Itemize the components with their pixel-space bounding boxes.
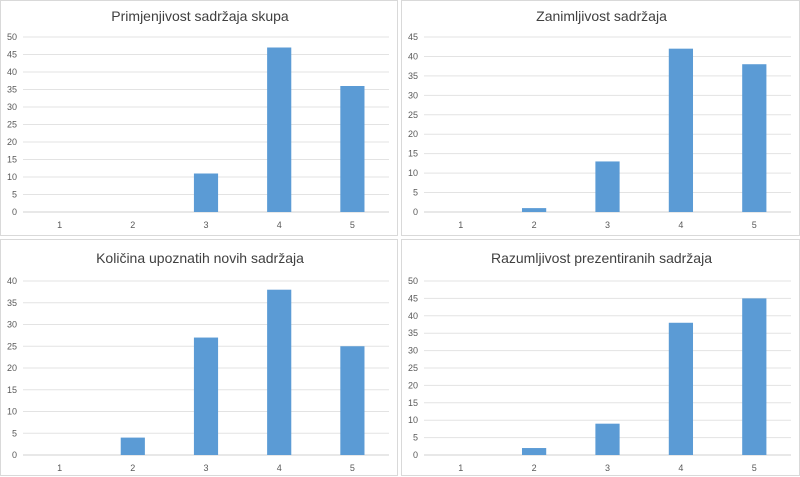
y-tick-label: 20 — [408, 380, 418, 390]
y-tick-label: 30 — [408, 346, 418, 356]
bar-4 — [267, 289, 292, 455]
x-tick-label: 5 — [752, 220, 757, 230]
x-tick-label: 2 — [130, 220, 135, 230]
chart-panel-bottom-right: 0 5 10 15 20 25 30 35 40 45 50 1 2 3 4 5 Razumljivost pr… — [401, 239, 800, 476]
chart-title: Razumljivost prezentiranih sadržaja — [491, 250, 712, 266]
bar-2 — [521, 208, 547, 212]
x-tick-label: 2 — [130, 463, 135, 473]
y-tick-label: 30 — [7, 320, 17, 330]
x-tick-label: 3 — [203, 463, 208, 473]
x-tick-label: 4 — [678, 220, 683, 230]
bar-5 — [742, 298, 767, 455]
y-tick-label: 25 — [7, 120, 17, 130]
y-tick-label: 10 — [7, 407, 17, 417]
y-tick-label: 5 — [12, 190, 17, 200]
bar-3 — [595, 423, 620, 455]
y-tick-label: 35 — [408, 71, 418, 81]
x-tick-label: 1 — [57, 463, 62, 473]
y-tick-label: 30 — [7, 102, 17, 112]
y-tick-label: 45 — [408, 293, 418, 303]
y-tick-label: 0 — [413, 450, 418, 460]
y-tick-label: 50 — [7, 32, 17, 42]
x-tick-label: 4 — [678, 463, 683, 473]
bar-2 — [120, 437, 145, 455]
y-tick-label: 5 — [413, 188, 418, 198]
chart-title: Količina upoznatih novih sadržaja — [96, 250, 304, 266]
bar-3 — [193, 337, 219, 455]
y-tick-label: 45 — [408, 32, 418, 42]
y-tick-label: 40 — [408, 311, 418, 321]
x-tick-label: 3 — [605, 220, 610, 230]
y-tick-label: 50 — [408, 276, 418, 286]
x-tick-label: 4 — [277, 463, 282, 473]
bar-3 — [193, 173, 219, 212]
y-tick-label: 20 — [7, 137, 17, 147]
chart-panel-top-right: 0 5 10 15 20 25 30 35 40 45 1 2 3 4 5 Zanimljivost sadr… — [401, 0, 800, 236]
x-tick-label: 1 — [57, 220, 62, 230]
x-tick-label: 3 — [605, 463, 610, 473]
y-tick-label: 35 — [7, 298, 17, 308]
x-tick-label: 1 — [458, 463, 463, 473]
bar-4 — [668, 322, 694, 455]
y-tick-label: 15 — [7, 155, 17, 165]
y-tick-label: 25 — [7, 341, 17, 351]
x-tick-label: 1 — [458, 220, 463, 230]
y-tick-label: 5 — [12, 428, 17, 438]
y-tick-label: 10 — [7, 172, 17, 182]
y-tick-label: 10 — [408, 168, 418, 178]
y-tick-label: 10 — [408, 415, 418, 425]
x-tick-label: 4 — [277, 220, 282, 230]
x-tick-label: 5 — [350, 463, 355, 473]
bar-3 — [595, 161, 620, 212]
bar-4 — [668, 48, 694, 212]
chart-title: Zanimljivost sadržaja — [536, 8, 667, 24]
y-tick-label: 15 — [408, 149, 418, 159]
chart-panel-top-left: 0 5 10 15 20 25 30 35 40 45 50 1 2 3 4 5 Primjenjivost s… — [0, 0, 398, 236]
x-tick-label: 2 — [532, 220, 537, 230]
y-tick-label: 40 — [7, 276, 17, 286]
y-tick-label: 40 — [408, 51, 418, 61]
y-tick-label: 5 — [413, 433, 418, 443]
bar-4 — [267, 47, 292, 212]
y-tick-label: 0 — [413, 207, 418, 217]
y-tick-label: 35 — [7, 85, 17, 95]
y-tick-label: 0 — [12, 207, 17, 217]
chart-title: Primjenjivost sadržaja skupa — [111, 8, 289, 24]
chart-new-content-amount: 0 5 10 15 20 25 30 35 40 1 2 3 4 5 Količina upoznatih … — [7, 250, 389, 473]
x-tick-label: 5 — [752, 463, 757, 473]
y-tick-label: 0 — [12, 450, 17, 460]
bar-2 — [521, 448, 547, 455]
y-tick-label: 15 — [7, 385, 17, 395]
y-tick-label: 25 — [408, 110, 418, 120]
y-tick-label: 20 — [408, 129, 418, 139]
x-tick-label: 5 — [350, 220, 355, 230]
bar-5 — [742, 64, 767, 212]
bar-5 — [340, 346, 365, 455]
y-tick-label: 15 — [408, 398, 418, 408]
y-tick-label: 45 — [7, 50, 17, 60]
y-tick-label: 20 — [7, 363, 17, 373]
y-tick-label: 25 — [408, 363, 418, 373]
y-tick-label: 40 — [7, 67, 17, 77]
chart-panel-bottom-left: 0 5 10 15 20 25 30 35 40 1 2 3 4 5 Količina upoznatih … — [0, 239, 398, 476]
x-tick-label: 2 — [532, 463, 537, 473]
y-tick-label: 35 — [408, 328, 418, 338]
x-tick-label: 3 — [203, 220, 208, 230]
bar-5 — [340, 86, 365, 212]
y-tick-label: 30 — [408, 90, 418, 100]
